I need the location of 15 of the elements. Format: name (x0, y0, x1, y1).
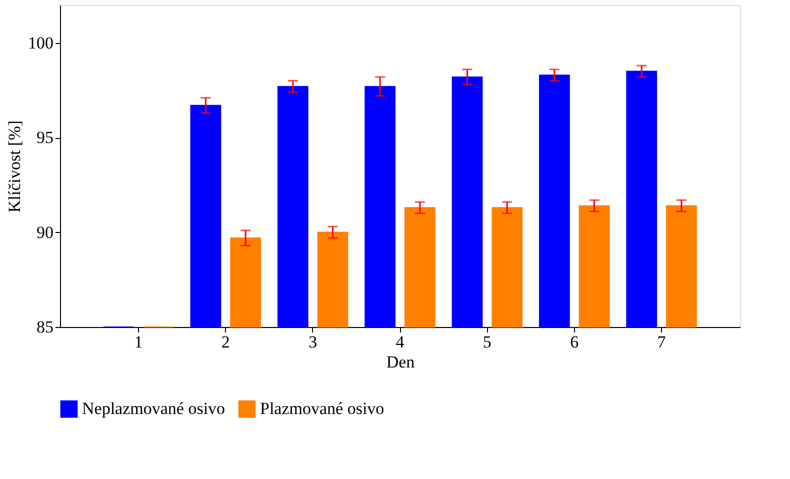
x-tick-label: 1 (134, 332, 143, 352)
x-tick-label: 6 (570, 332, 579, 352)
x-tick-label: 4 (396, 332, 405, 352)
x-tick-label: 5 (482, 332, 492, 352)
x-axis-title: Den (386, 352, 416, 372)
y-tick-label: 95 (36, 128, 54, 148)
legend-label: Plazmované osivo (260, 399, 384, 418)
legend-label: Neplazmované osivo (82, 399, 226, 418)
y-axis-title: Klíčivost [%] (5, 120, 24, 213)
x-tick-label: 7 (657, 332, 666, 352)
x-tick-label: 3 (308, 332, 318, 352)
y-tick-label: 100 (28, 33, 54, 52)
x-tick-label: 2 (221, 332, 230, 352)
y-tick-label: 85 (36, 318, 54, 336)
y-tick-label: 90 (36, 222, 54, 242)
